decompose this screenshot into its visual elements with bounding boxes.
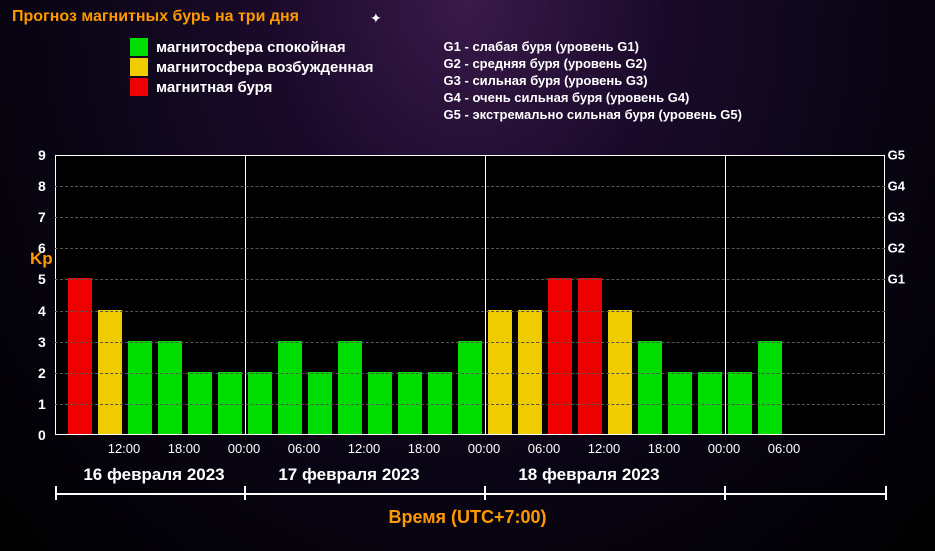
y-tick: 4	[38, 303, 46, 319]
legend-item: магнитная буря	[130, 78, 374, 96]
y-right-tick: G2	[888, 241, 905, 256]
gridline	[55, 404, 885, 405]
y-tick: 0	[38, 427, 46, 443]
bar	[458, 341, 482, 434]
legend-item: магнитосфера возбужденная	[130, 58, 374, 76]
legend-swatch	[130, 58, 148, 76]
axis-cap	[244, 486, 246, 500]
gridline	[55, 186, 885, 187]
x-axis-line	[55, 493, 885, 495]
gridline	[55, 342, 885, 343]
y-right-tick: G5	[888, 148, 905, 163]
y-tick: 1	[38, 396, 46, 412]
g-legend-item: G4 - очень сильная буря (уровень G4)	[444, 89, 742, 106]
bar	[158, 341, 182, 434]
legend-right: G1 - слабая буря (уровень G1)G2 - средня…	[444, 38, 742, 123]
bar	[758, 341, 782, 434]
g-legend-item: G5 - экстремально сильная буря (уровень …	[444, 106, 742, 123]
day-divider	[725, 156, 726, 434]
y-right-tick: G1	[888, 272, 905, 287]
page-title: Прогноз магнитных бурь на три дня	[0, 0, 935, 34]
bar	[68, 278, 92, 434]
x-tick-label: 06:00	[768, 441, 801, 456]
axis-cap	[724, 486, 726, 500]
y-right-tick: G4	[888, 179, 905, 194]
x-tick-label: 18:00	[408, 441, 441, 456]
y-right-tick: G3	[888, 210, 905, 225]
gridline	[55, 217, 885, 218]
x-tick-label: 12:00	[108, 441, 141, 456]
legend-container: магнитосфера спокойная магнитосфера возбу…	[0, 34, 935, 133]
gridline	[55, 373, 885, 374]
bar	[278, 341, 302, 434]
x-tick-label: 12:00	[348, 441, 381, 456]
star-icon: ✦	[370, 10, 382, 27]
bar	[578, 278, 602, 434]
bar	[338, 341, 362, 434]
x-tick-label: 06:00	[528, 441, 561, 456]
x-tick-label: 00:00	[228, 441, 261, 456]
x-tick-label: 00:00	[468, 441, 501, 456]
y-tick: 7	[38, 209, 46, 225]
x-tick-label: 18:00	[648, 441, 681, 456]
legend-left: магнитосфера спокойная магнитосфера возбу…	[130, 38, 374, 123]
bar	[638, 341, 662, 434]
gridline	[55, 279, 885, 280]
chart-area	[55, 155, 885, 435]
axis-cap	[55, 486, 57, 500]
y-axis-label: Kp	[30, 249, 53, 269]
legend-label: магнитная буря	[156, 79, 272, 96]
bar	[548, 278, 572, 434]
y-tick: 8	[38, 178, 46, 194]
date-label: 16 февраля 2023	[83, 465, 224, 485]
day-divider	[485, 156, 486, 434]
legend-label: магнитосфера возбужденная	[156, 59, 374, 76]
gridline	[55, 248, 885, 249]
gridline	[55, 311, 885, 312]
axis-cap	[885, 486, 887, 500]
x-tick-label: 06:00	[288, 441, 321, 456]
bar	[128, 341, 152, 434]
y-tick: 3	[38, 334, 46, 350]
legend-swatch	[130, 38, 148, 56]
g-legend-item: G3 - сильная буря (уровень G3)	[444, 72, 742, 89]
x-tick-label: 00:00	[708, 441, 741, 456]
y-tick: 2	[38, 365, 46, 381]
y-tick: 9	[38, 147, 46, 163]
g-legend-item: G1 - слабая буря (уровень G1)	[444, 38, 742, 55]
date-label: 18 февраля 2023	[518, 465, 659, 485]
g-legend-item: G2 - средняя буря (уровень G2)	[444, 55, 742, 72]
date-label: 17 февраля 2023	[278, 465, 419, 485]
x-axis-title: Время (UTC+7:00)	[388, 507, 546, 528]
x-tick-label: 18:00	[168, 441, 201, 456]
day-divider	[245, 156, 246, 434]
legend-item: магнитосфера спокойная	[130, 38, 374, 56]
legend-swatch	[130, 78, 148, 96]
legend-label: магнитосфера спокойная	[156, 39, 346, 56]
axis-cap	[484, 486, 486, 500]
x-tick-label: 12:00	[588, 441, 621, 456]
y-tick: 5	[38, 271, 46, 287]
